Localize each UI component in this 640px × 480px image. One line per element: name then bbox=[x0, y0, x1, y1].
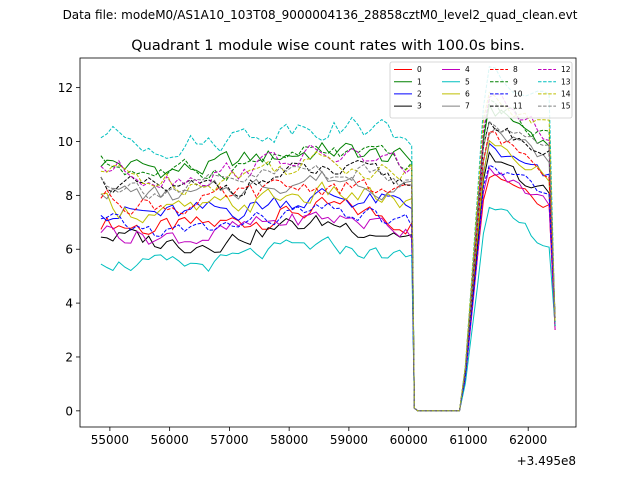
x-tick-label-55000: 55000 bbox=[91, 433, 129, 447]
legend-label-15: 15 bbox=[561, 102, 571, 111]
axes: 55000 56000 57000 58000 59000 60000 61000 62000… bbox=[58, 57, 577, 468]
legend-label-8: 8 bbox=[513, 65, 518, 74]
series-line-10 bbox=[100, 164, 556, 412]
legend-label-9: 9 bbox=[513, 77, 518, 86]
x-tick-label-59000: 59000 bbox=[330, 433, 368, 447]
series-line-14 bbox=[100, 91, 556, 412]
series-line-0 bbox=[100, 173, 556, 412]
y-tick-label-10: 10 bbox=[58, 135, 73, 149]
series-line-8 bbox=[100, 131, 556, 412]
series-line-11 bbox=[100, 119, 556, 412]
plot-area bbox=[100, 66, 556, 412]
legend-label-0: 0 bbox=[417, 65, 422, 74]
series-line-13 bbox=[100, 66, 556, 412]
legend-label-7: 7 bbox=[465, 102, 470, 111]
series-line-1 bbox=[100, 103, 556, 412]
series-line-2 bbox=[100, 142, 556, 412]
legend-label-4: 4 bbox=[465, 65, 470, 74]
axes-frame bbox=[79, 57, 577, 428]
chart-title: Quadrant 1 module wise count rates with … bbox=[131, 38, 525, 54]
legend-label-6: 6 bbox=[465, 90, 470, 99]
legend-label-5: 5 bbox=[465, 77, 470, 86]
y-tick-label-12: 12 bbox=[58, 81, 73, 95]
legend-label-13: 13 bbox=[561, 77, 571, 86]
legend-label-3: 3 bbox=[417, 102, 422, 111]
x-tick-label-58000: 58000 bbox=[270, 433, 308, 447]
legend-label-1: 1 bbox=[417, 77, 422, 86]
legend-box bbox=[389, 61, 573, 119]
series-line-3 bbox=[100, 151, 556, 412]
series-lines bbox=[100, 66, 556, 412]
series-line-15 bbox=[100, 121, 556, 412]
x-tick-label-57000: 57000 bbox=[210, 433, 248, 447]
y-tick-label-2: 2 bbox=[65, 350, 73, 364]
series-line-7 bbox=[100, 127, 556, 412]
y-tick-label-8: 8 bbox=[65, 189, 73, 203]
x-tick-label-60000: 60000 bbox=[390, 433, 428, 447]
series-line-5 bbox=[100, 206, 556, 412]
x-tick-label-56000: 56000 bbox=[151, 433, 189, 447]
y-tick-label-6: 6 bbox=[65, 243, 73, 257]
x-tick-label-62000: 62000 bbox=[509, 433, 547, 447]
x-offset-label: +3.495e8 bbox=[517, 454, 576, 468]
legend-label-11: 11 bbox=[513, 102, 523, 111]
legend-label-10: 10 bbox=[513, 90, 523, 99]
data-file-suptitle: Data file: modeM0/AS1A10_103T08_90000041… bbox=[62, 8, 578, 22]
legend-label-14: 14 bbox=[561, 90, 571, 99]
y-tick-label-0: 0 bbox=[65, 404, 73, 418]
series-line-12 bbox=[100, 93, 556, 412]
x-tick-label-61000: 61000 bbox=[449, 433, 487, 447]
series-line-6 bbox=[100, 139, 556, 412]
legend-label-12: 12 bbox=[561, 65, 571, 74]
legend-label-2: 2 bbox=[417, 90, 422, 99]
y-tick-label-4: 4 bbox=[65, 297, 73, 311]
series-line-4 bbox=[100, 166, 556, 412]
